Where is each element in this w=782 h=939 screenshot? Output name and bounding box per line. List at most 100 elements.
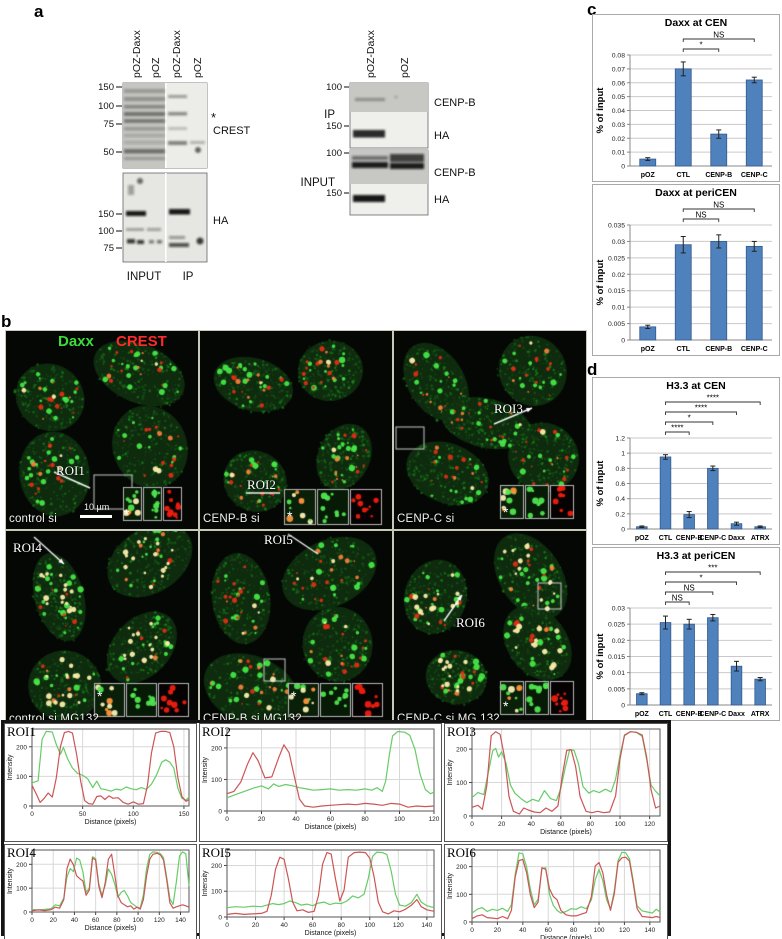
svg-text:CTL: CTL [676,346,690,353]
asterisk-band: * [211,110,216,125]
micrograph-cenpc-si: ROI3 * CENP-C si [393,330,587,530]
svg-text:60: 60 [92,917,100,924]
micrograph-canvas [394,331,586,529]
marker-75: 75 [103,119,114,130]
micrograph-control-si: Daxx CREST ROI1 * 10 µm control si [5,330,199,530]
panel-label-a: a [34,2,44,21]
ip-section-label: IP [324,109,335,121]
plot-roi6: 0 20 40 60 80 100 120 140 0 100 200 Distance (pixel… [444,844,668,939]
svg-text:0.03: 0.03 [612,606,625,613]
svg-text:0: 0 [463,814,467,821]
svg-text:60: 60 [309,922,317,929]
svg-text:Daxx at periCEN: Daxx at periCEN [655,187,737,199]
svg-text:0.4: 0.4 [616,496,626,503]
micrograph-canvas [6,331,198,529]
svg-text:0: 0 [225,816,229,823]
coip-input-blot: 100 150 INPUT CENP-B HA [301,148,476,216]
ha-blot: 150 100 75 HA [98,172,229,263]
svg-text:CTL: CTL [659,535,673,542]
svg-text:200: 200 [456,864,467,871]
panel-label-c: c [587,0,597,19]
svg-text:H3.3 at periCEN: H3.3 at periCEN [657,550,736,562]
svg-text:200: 200 [211,863,222,870]
svg-text:*: * [699,41,702,50]
svg-text:NS: NS [713,31,724,40]
svg-text:0.03: 0.03 [612,122,625,129]
svg-text:CENP-B: CENP-B [705,172,732,179]
svg-text:100: 100 [16,886,27,893]
marker-100: 100 [98,226,114,237]
svg-text:0.025: 0.025 [608,255,625,262]
coip-ip-blot: 100 150 IP CENP-B HA [324,82,476,149]
svg-text:100: 100 [456,780,467,787]
ha-band-label: HA [213,215,229,227]
marker-100: 100 [326,82,342,93]
svg-text:20: 20 [252,922,260,929]
plot-roi5: 0 20 40 60 80 100 120 140 0 100 200 Distance (pixel… [199,844,442,939]
svg-text:0.015: 0.015 [608,654,625,661]
svg-text:0.015: 0.015 [608,288,625,295]
svg-text:Distance (pixels): Distance (pixels) [305,824,357,831]
marker-150: 150 [98,209,114,220]
svg-text:100: 100 [128,811,139,818]
svg-text:Distance (pixels): Distance (pixels) [540,935,592,939]
svg-text:0: 0 [621,164,625,171]
svg-text:pOZ: pOZ [635,535,650,542]
svg-text:120: 120 [644,821,655,828]
svg-text:80: 80 [587,821,595,828]
svg-text:0.02: 0.02 [612,638,625,645]
svg-text:ATRX: ATRX [751,535,770,542]
cenpb-band-label: CENP-B [434,97,476,109]
svg-text:***: *** [708,564,717,573]
svg-text:120: 120 [154,917,165,924]
svg-text:ATRX: ATRX [751,711,770,718]
plot-roi1: 0 50 100 150 0 100 200 Distance (pixels) Intensi… [4,723,197,842]
micrograph-cenpc-si-mg132: ROI6 * CENP-C si MG 132 [393,530,587,730]
scale-bar-label: 10 µm [84,502,110,512]
svg-text:60: 60 [557,821,565,828]
panel-label-b: b [1,312,12,331]
svg-text:0: 0 [218,915,222,922]
svg-text:0: 0 [30,811,34,818]
lane-label: pOZ [399,57,411,78]
svg-text:pOZ: pOZ [635,711,650,718]
svg-text:120: 120 [393,922,404,929]
svg-text:H3.3 at CEN: H3.3 at CEN [666,380,726,392]
svg-text:pOZ: pOZ [641,346,656,353]
svg-text:Daxx: Daxx [728,535,745,542]
svg-text:20: 20 [498,821,506,828]
svg-text:0.04: 0.04 [612,108,625,115]
svg-text:80: 80 [113,917,121,924]
svg-text:0: 0 [23,910,27,917]
svg-text:CENP-C: CENP-C [699,711,726,718]
tile-caption: CENP-C si [397,513,455,525]
svg-text:200: 200 [456,747,467,754]
svg-text:80: 80 [570,927,578,934]
svg-text:40: 40 [519,927,527,934]
svg-text:****: **** [695,404,707,413]
micrograph-canvas [200,531,392,729]
svg-text:Distance (pixels): Distance (pixels) [540,829,592,836]
svg-text:Intensity: Intensity [447,759,454,786]
svg-text:Intensity: Intensity [7,754,14,781]
svg-text:1.2: 1.2 [616,436,626,443]
scale-bar [80,515,112,518]
marker-150: 150 [98,82,114,93]
svg-text:40: 40 [280,922,288,929]
chart-daxx-at-cen: Daxx at CEN 0 0.01 0.02 0.03 0.04 0.05 0.06 0.07… [592,14,780,182]
cenpb-band-label: CENP-B [434,167,476,179]
svg-text:200: 200 [16,862,27,869]
svg-text:Intensity: Intensity [447,872,454,899]
svg-text:0.02: 0.02 [612,136,625,143]
plot-roi2: 0 20 40 60 80 100 120 0 100 200 Distance (pixels) I… [199,723,442,842]
svg-text:20: 20 [50,917,58,924]
lane-label: pOZ-Daxx [171,29,183,78]
group-label-input: INPUT [127,271,162,283]
svg-text:% of input: % of input [595,633,606,680]
svg-text:Intensity: Intensity [202,870,209,897]
svg-text:CENP-C: CENP-C [741,346,768,353]
svg-text:0: 0 [463,920,467,927]
chart-daxx-at-pericen: Daxx at periCEN 0 0.005 0.01 0.015 0.02 0.025 0… [592,184,780,356]
svg-text:NS: NS [684,584,695,593]
